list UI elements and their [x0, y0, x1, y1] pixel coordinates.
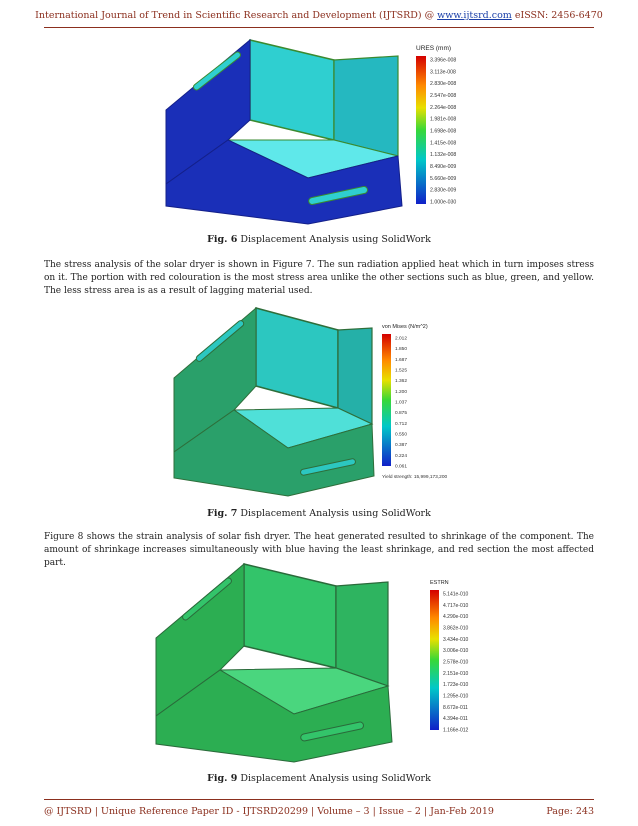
- legend-tick-label: 4.717e-010: [443, 603, 469, 609]
- legend-tick-label: 2.012: [395, 336, 407, 342]
- journal-title: International Journal of Trend in Scient…: [35, 10, 438, 21]
- fig7-legend-title: von Mises (N/m^2): [382, 324, 428, 330]
- legend-tick-label: 1.295e-010: [443, 694, 469, 700]
- fig7-legend-note: Yield strength: 15,999,173,200: [382, 474, 447, 480]
- legend-tick-label: 0.875: [395, 410, 407, 416]
- legend-tick-label: 1.981e-008: [430, 117, 456, 123]
- legend-tick-label: 2.830e-008: [430, 81, 456, 87]
- legend-tick-label: 1.132e-008: [430, 152, 456, 158]
- fig7-front-face: [173, 409, 375, 497]
- figure-9-caption: Fig. 9 Displacement Analysis using Solid…: [44, 773, 594, 784]
- journal-issn: eISSN: 2456-6470: [511, 10, 603, 21]
- legend-tick-label: 2.547e-008: [430, 93, 456, 99]
- fig9-caption-label: Fig. 9: [207, 773, 238, 784]
- legend-tick-label: 1.166e-012: [443, 728, 469, 734]
- fig6-left-face: [165, 38, 251, 185]
- header-rule: [44, 27, 594, 28]
- legend-tick-label: 1.723e-010: [443, 682, 469, 688]
- page-number: Page: 243: [546, 806, 594, 817]
- fig6-caption-label: Fig. 6: [207, 234, 238, 245]
- paragraph-stress: The stress analysis of the solar dryer i…: [44, 260, 594, 296]
- legend-tick-label: 8.672e-011: [443, 705, 468, 711]
- legend-tick-label: 3.396e-008: [430, 58, 456, 64]
- fig7-legend: von Mises (N/m^2) 2.012 1.850 1.687 1.525 1.…: [382, 324, 447, 480]
- fig9-caption-text: Displacement Analysis using SolidWork: [237, 773, 431, 784]
- fig7-legend-labels: 2.012 1.850 1.687 1.525 1.362 1.200 1.037 0.875…: [395, 336, 407, 470]
- fig7-slot-front: [300, 458, 356, 476]
- legend-tick-label: 5.660e-009: [430, 176, 456, 182]
- legend-tick-label: 2.830e-009: [430, 188, 456, 194]
- legend-tick-label: 0.061: [395, 464, 407, 470]
- legend-tick-label: 0.224: [395, 453, 407, 459]
- fig7-right-wall: [337, 327, 373, 425]
- legend-tick-label: 3.862e-010: [443, 626, 469, 632]
- legend-tick-label: 1.850: [395, 346, 407, 352]
- fig6-legend-title: URES (mm): [416, 45, 451, 52]
- fig6-slot-top: [193, 51, 241, 91]
- legend-tick-label: 8.490e-009: [430, 164, 456, 170]
- figure-9-image: ESTRN 5.141e-010 4.717e-010 4.290e-010 3.86…: [148, 558, 490, 766]
- figure-7-caption: Fig. 7 Displacement Analysis using Solid…: [44, 508, 594, 519]
- fig9-legend: ESTRN 5.141e-010 4.717e-010 4.290e-010 3.86…: [430, 580, 469, 734]
- legend-tick-label: 5.141e-010: [443, 592, 469, 598]
- paragraph-strain: Figure 8 shows the strain analysis of so…: [44, 532, 594, 568]
- legend-tick-label: 1.000e-030: [430, 200, 456, 206]
- fig6-front-face: [165, 139, 403, 225]
- legend-tick-label: 1.687: [395, 357, 407, 363]
- legend-tick-label: 1.362: [395, 378, 407, 384]
- fig9-legend-title: ESTRN: [430, 580, 449, 586]
- fig6-caption-text: Displacement Analysis using SolidWork: [237, 234, 431, 245]
- fig7-slot-top: [195, 320, 245, 362]
- legend-tick-label: 0.550: [395, 432, 407, 438]
- fig6-legend: URES (mm) 3.396e-008 3.113e-008 2.830e-008…: [416, 45, 456, 206]
- legend-tick-label: 2.264e-008: [430, 105, 456, 111]
- legend-tick-label: 1.037: [395, 400, 407, 406]
- legend-tick-label: 0.387: [395, 442, 407, 448]
- legend-tick-label: 4.290e-010: [443, 614, 469, 620]
- legend-tick-label: 2.578e-010: [443, 660, 469, 666]
- legend-tick-label: 3.113e-008: [430, 69, 456, 75]
- fig9-front-face: [155, 669, 393, 763]
- fig7-caption-text: Displacement Analysis using SolidWork: [237, 508, 431, 519]
- footer-reference: @ IJTSRD | Unique Reference Paper ID - I…: [44, 806, 494, 817]
- fig9-slot-front: [300, 721, 364, 742]
- legend-tick-label: 1.698e-008: [430, 129, 456, 135]
- legend-tick-label: 1.525: [395, 368, 407, 374]
- fig9-left-face: [155, 562, 245, 717]
- legend-tick-label: 1.200: [395, 389, 407, 395]
- fig6-slot-front: [308, 185, 369, 205]
- figure-6-image: URES (mm) 3.396e-008 3.113e-008 2.830e-008…: [158, 36, 490, 228]
- journal-link[interactable]: www.ijtsrd.com: [437, 10, 512, 21]
- running-header: International Journal of Trend in Scient…: [0, 10, 638, 21]
- legend-tick-label: 0.712: [395, 421, 407, 427]
- figure-7-image: von Mises (N/m^2) 2.012 1.850 1.687 1.525 1.…: [168, 302, 480, 502]
- legend-tick-label: 3.434e-010: [443, 637, 469, 643]
- legend-tick-label: 2.151e-010: [443, 671, 469, 677]
- legend-tick-label: 3.006e-010: [443, 648, 469, 654]
- footer-rule: [44, 799, 594, 800]
- legend-tick-label: 1.415e-008: [430, 140, 456, 146]
- legend-tick-label: 4.394e-011: [443, 716, 468, 722]
- fig9-slot-top: [182, 577, 232, 621]
- fig7-left-face: [173, 306, 257, 453]
- fig6-right-wall: [333, 55, 399, 157]
- fig7-caption-label: Fig. 7: [207, 508, 238, 519]
- figure-6-caption: Fig. 6 Displacement Analysis using Solid…: [44, 234, 594, 245]
- fig9-legend-labels: 5.141e-010 4.717e-010 4.290e-010 3.862e-010…: [443, 592, 469, 734]
- fig6-legend-labels: 3.396e-008 3.113e-008 2.830e-008 2.547e-008…: [430, 58, 456, 206]
